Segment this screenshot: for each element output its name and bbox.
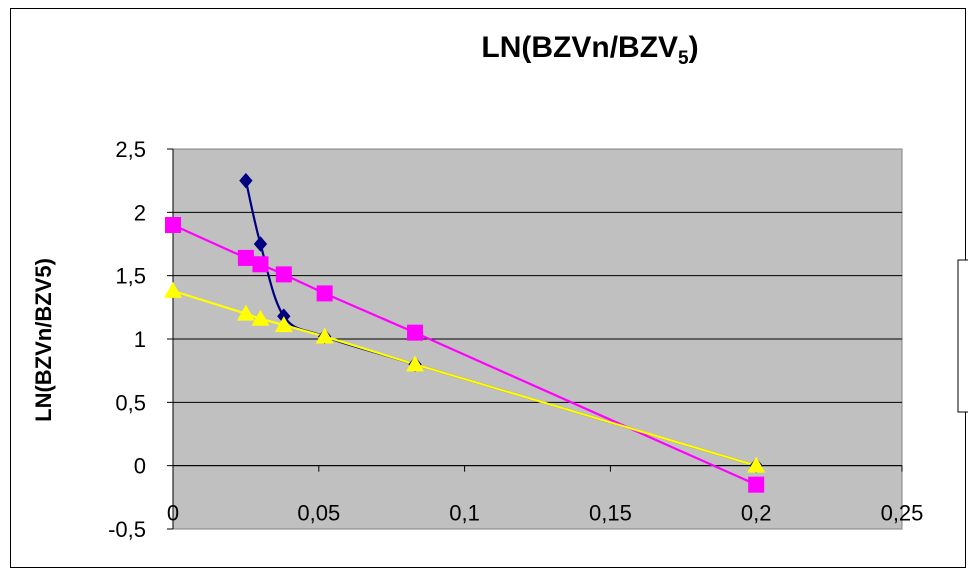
x-tick-label: 0,05	[297, 501, 340, 526]
y-tick-label: 0	[134, 454, 146, 479]
y-axis-label: LN(BZVn/BZV5)	[31, 258, 56, 422]
data-point-square	[165, 217, 181, 233]
data-point-square	[748, 476, 765, 493]
x-tick-label: 0	[167, 501, 179, 526]
data-point-diamond	[253, 236, 268, 252]
data-point-square	[275, 266, 292, 283]
data-point-square	[316, 285, 333, 302]
axes	[167, 148, 903, 530]
tick-labels: 2,5 2 1,5 1 0,5 0 -0,5 0 0,05 0,1 0,15 0,2 0,25	[108, 137, 923, 542]
y-tick-label: 2,5	[115, 137, 146, 162]
data-point-square	[252, 256, 269, 273]
data-point-square	[237, 249, 254, 266]
y-tick-label: -0,5	[108, 517, 146, 542]
x-tick-label: 0,1	[449, 501, 480, 526]
data-point-triangle	[251, 309, 270, 326]
chart-title-close: )	[689, 31, 699, 64]
x-tick-label: 0,15	[589, 501, 632, 526]
data-point-triangle	[406, 355, 425, 372]
data-point-triangle	[164, 281, 182, 298]
series-layer	[164, 172, 766, 493]
y-tick-label: 0,5	[115, 390, 146, 415]
data-point-square	[407, 324, 424, 341]
y-tick-label: 1	[134, 327, 146, 352]
y-tick-label: 1,5	[115, 264, 146, 289]
data-point-triangle	[274, 316, 293, 333]
legend-box	[957, 259, 968, 413]
x-tick-label: 0,25	[881, 501, 924, 526]
chart: LN(BZVn/BZV5) 2,5 2 1,5 1 0,5 0 -0,5 0 0,05 0,1 0,…	[31, 31, 968, 542]
data-point-triangle	[236, 304, 255, 321]
chart-title-subscript: 5	[678, 48, 689, 69]
y-tick-label: 2	[134, 200, 146, 225]
data-point-triangle	[315, 327, 334, 344]
data-point-triangle	[747, 456, 766, 473]
chart-title-main: LN(BZVn/BZV	[481, 31, 678, 64]
data-point-diamond	[239, 172, 253, 189]
x-tick-label: 0,2	[741, 501, 772, 526]
chart-title: LN(BZVn/BZV5)	[481, 31, 698, 69]
